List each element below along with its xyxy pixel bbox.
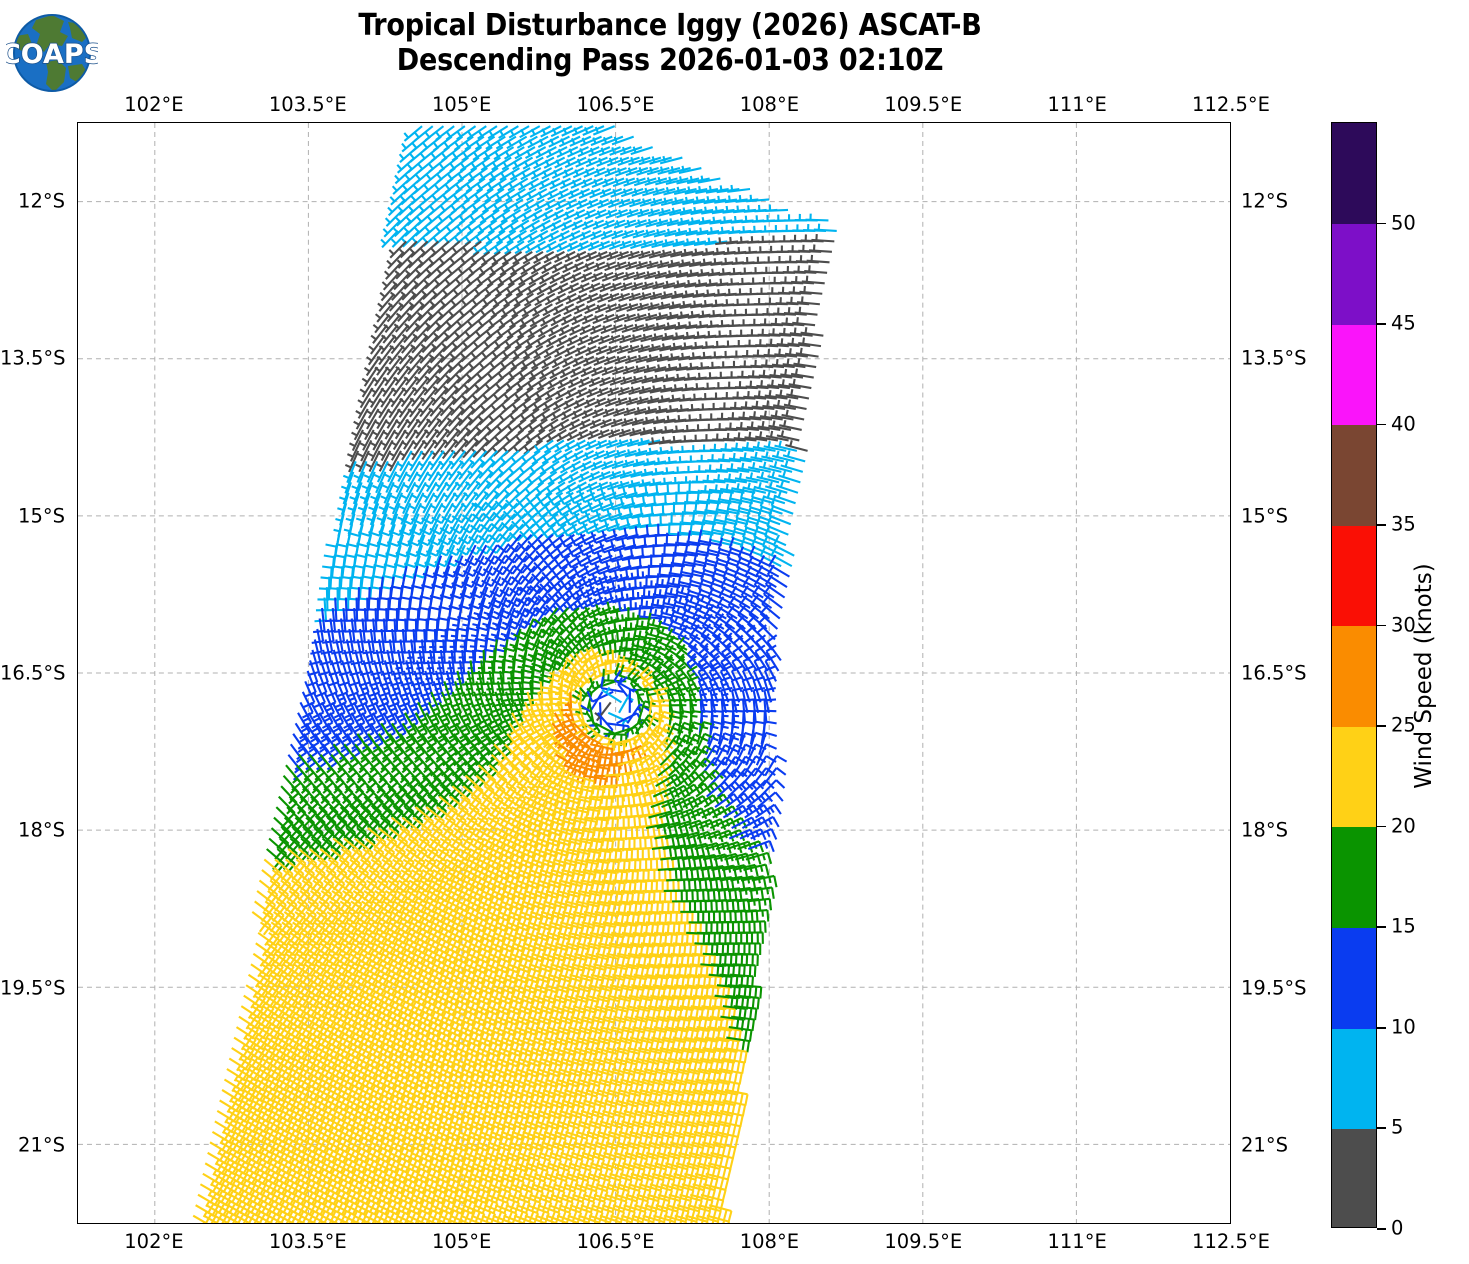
colorbar-band-40	[1332, 324, 1376, 426]
colorbar-band-20	[1332, 726, 1376, 828]
y-tick-label-left-5: 19.5°S	[0, 976, 66, 1000]
colorbar-band-30	[1332, 525, 1376, 627]
colorbar-band-5	[1332, 1027, 1376, 1130]
colorbar-tick-25	[1377, 725, 1386, 727]
barb-group	[192, 125, 837, 1223]
x-tick-label-bottom-1: 103.5°E	[268, 1230, 347, 1253]
logo-text: COAPS	[6, 39, 98, 70]
x-tick-label-bottom-7: 112.5°E	[1192, 1230, 1270, 1253]
colorbar-label-10: 10	[1391, 1015, 1416, 1039]
title-line-2: Descending Pass 2026-01-03 02:10Z	[396, 43, 944, 79]
y-tick-label-left-0: 12°S	[18, 189, 65, 213]
x-tick-label-top-5: 109.5°E	[884, 93, 963, 116]
colorbar-label-5: 5	[1391, 1115, 1404, 1139]
y-tick-label-right-4: 18°S	[1241, 818, 1288, 842]
y-tick-label-right-5: 19.5°S	[1241, 976, 1307, 1000]
x-tick-label-top-1: 103.5°E	[268, 93, 347, 116]
colorbar-tick-15	[1377, 926, 1386, 928]
wind-barb-layer	[192, 125, 837, 1223]
colorbar-label-35: 35	[1391, 512, 1416, 536]
colorbar-tick-35	[1377, 524, 1386, 526]
y-tick-label-right-3: 16.5°S	[1241, 661, 1307, 685]
x-tick-label-top-3: 106.5°E	[576, 93, 655, 116]
y-tick-label-left-3: 16.5°S	[0, 661, 66, 685]
colorbar-band-50	[1332, 123, 1376, 225]
y-tick-label-left-4: 18°S	[18, 818, 65, 842]
colorbar-tick-10	[1377, 1026, 1386, 1029]
page-title: Tropical Disturbance Iggy (2026) ASCAT-B…	[120, 8, 1220, 79]
colorbar-label-50: 50	[1391, 211, 1416, 235]
coaps-logo: COAPS	[6, 14, 98, 92]
x-tick-label-top-7: 112.5°E	[1192, 93, 1270, 116]
colorbar-tick-5	[1377, 1127, 1386, 1130]
colorbar-band-25	[1332, 625, 1376, 727]
y-tick-label-right-0: 12°S	[1241, 189, 1288, 213]
colorbar-label-40: 40	[1391, 412, 1416, 436]
colorbar-label-45: 45	[1391, 311, 1416, 335]
colorbar-tick-40	[1377, 423, 1386, 426]
y-tick-label-right-2: 15°S	[1241, 504, 1288, 528]
colorbar-band-45	[1332, 223, 1376, 325]
x-tick-label-bottom-5: 109.5°E	[884, 1230, 963, 1253]
x-tick-label-bottom-0: 102°E	[124, 1230, 184, 1253]
colorbar-band-15	[1332, 826, 1376, 928]
y-tick-label-right-6: 21°S	[1241, 1133, 1288, 1157]
colorbar-label-0: 0	[1391, 1216, 1404, 1240]
y-tick-label-right-1: 13.5°S	[1241, 346, 1307, 370]
colorbar-tick-50	[1377, 222, 1386, 225]
y-tick-label-left-1: 13.5°S	[0, 346, 66, 370]
y-tick-label-left-2: 15°S	[18, 504, 65, 528]
x-tick-label-top-6: 111°E	[1047, 93, 1107, 116]
x-tick-label-top-0: 102°E	[124, 93, 184, 116]
x-tick-label-top-4: 108°E	[739, 93, 800, 116]
wind-barb-plot	[77, 122, 1231, 1224]
colorbar	[1331, 122, 1377, 1228]
colorbar-label-25: 25	[1391, 713, 1416, 737]
x-tick-label-bottom-2: 105°E	[432, 1230, 492, 1253]
x-tick-label-top-2: 105°E	[432, 93, 492, 116]
colorbar-label-15: 15	[1391, 914, 1416, 938]
y-tick-label-left-6: 21°S	[18, 1133, 65, 1157]
x-tick-label-bottom-6: 111°E	[1047, 1230, 1107, 1253]
colorbar-tick-30	[1377, 624, 1386, 627]
x-tick-label-bottom-3: 106.5°E	[576, 1230, 655, 1253]
colorbar-tick-45	[1377, 323, 1386, 325]
colorbar-label-20: 20	[1391, 814, 1416, 838]
colorbar-label-30: 30	[1391, 613, 1416, 637]
x-tick-label-bottom-4: 108°E	[739, 1230, 800, 1253]
colorbar-band-10	[1332, 927, 1376, 1029]
colorbar-tick-20	[1377, 825, 1386, 828]
colorbar-band-0	[1332, 1128, 1376, 1227]
colorbar-tick-0	[1377, 1228, 1386, 1230]
title-line-1: Tropical Disturbance Iggy (2026) ASCAT-B	[358, 8, 982, 43]
colorbar-title: Wind Speed (knots)	[1411, 563, 1437, 789]
colorbar-band-35	[1332, 424, 1376, 526]
